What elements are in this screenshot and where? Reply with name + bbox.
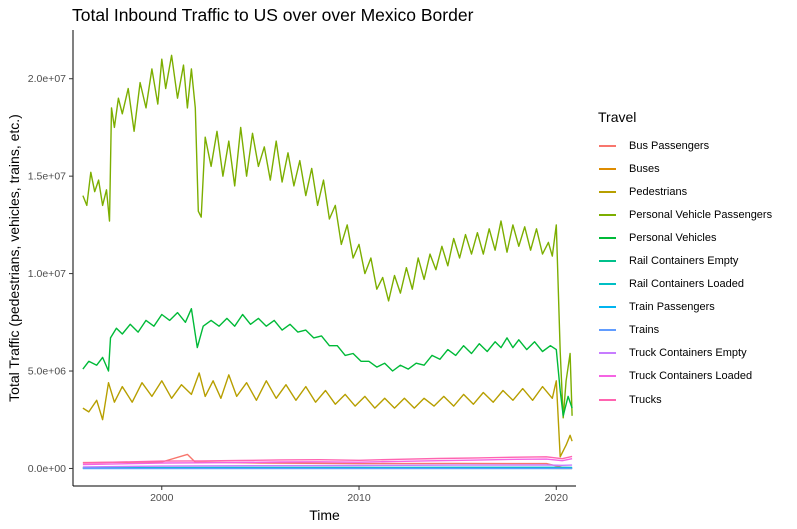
legend-item: Trucks [598, 388, 772, 411]
y-tick-label: 2.0e+07 [28, 73, 66, 85]
y-axis-title: Total Traffic (pedestrians, vehicles, tr… [6, 114, 22, 402]
legend-label: Rail Containers Loaded [629, 278, 744, 291]
legend-item: Truck Containers Empty [598, 342, 772, 365]
legend-key-swatch [599, 352, 616, 355]
legend-key-swatch [599, 144, 616, 147]
legend-label: Buses [629, 162, 660, 175]
legend-item: Trains [598, 319, 772, 342]
legend-item: Train Passengers [598, 296, 772, 319]
legend-key-swatch [599, 213, 616, 216]
legend-item: Rail Containers Loaded [598, 273, 772, 296]
y-tick-label: 5.0e+06 [28, 366, 66, 378]
legend-key-swatch [599, 375, 616, 378]
series-line-pedestrians [82, 372, 573, 458]
legend: Travel Bus Passengers Buses Pedestrians Per… [598, 109, 772, 411]
legend-key-swatch [599, 190, 616, 193]
series-line-truck-containers-empty [82, 464, 573, 468]
chart-title: Total Inbound Traffic to US over over Me… [72, 5, 474, 25]
legend-key-swatch [599, 329, 616, 332]
y-tick-label: 1.0e+07 [28, 268, 66, 280]
legend-item: Personal Vehicle Passengers [598, 203, 772, 226]
legend-item: Bus Passengers [598, 134, 772, 157]
legend-key-swatch [599, 236, 616, 239]
x-tick-label: 2010 [347, 492, 371, 504]
x-tick-label: 2020 [545, 492, 569, 504]
legend-label: Personal Vehicle Passengers [629, 208, 773, 221]
series-line-trucks [82, 455, 573, 464]
legend-item: Buses [598, 157, 772, 180]
series-layer [82, 54, 573, 470]
series-line-personal-vehicle-passengers [82, 54, 573, 419]
legend-label: Rail Containers Empty [629, 255, 739, 268]
legend-label: Truck Containers Empty [629, 347, 747, 360]
legend-label: Trucks [629, 393, 662, 406]
legend-key-swatch [599, 260, 616, 263]
legend-key-swatch [599, 167, 616, 170]
legend-label: Truck Containers Loaded [629, 370, 753, 383]
axis-layer: 0.0e+00 5.0e+06 1.0e+07 1.5e+07 2.0e+07 2000 2… [6, 30, 576, 523]
legend-label: Pedestrians [629, 185, 688, 198]
legend-key-swatch [599, 283, 616, 286]
series-line-personal-vehicles [82, 308, 573, 417]
legend-label: Trains [629, 324, 660, 337]
legend-title: Travel [598, 109, 637, 125]
legend-label: Train Passengers [629, 301, 715, 314]
legend-key-swatch [599, 306, 616, 309]
legend-item: Pedestrians [598, 180, 772, 203]
series-line-truck-containers-loaded [82, 458, 573, 466]
x-tick-label: 2000 [150, 492, 174, 504]
y-tick-label: 0.0e+00 [28, 463, 66, 475]
legend-item: Truck Containers Loaded [598, 365, 772, 388]
legend-items: Bus Passengers Buses Pedestrians Personal V… [598, 134, 772, 411]
legend-key-swatch [599, 398, 616, 401]
legend-item: Rail Containers Empty [598, 249, 772, 272]
legend-item: Personal Vehicles [598, 226, 772, 249]
x-axis-title: Time [309, 507, 340, 523]
y-tick-label: 1.5e+07 [28, 171, 66, 183]
legend-label: Bus Passengers [629, 139, 710, 152]
legend-label: Personal Vehicles [629, 231, 717, 244]
